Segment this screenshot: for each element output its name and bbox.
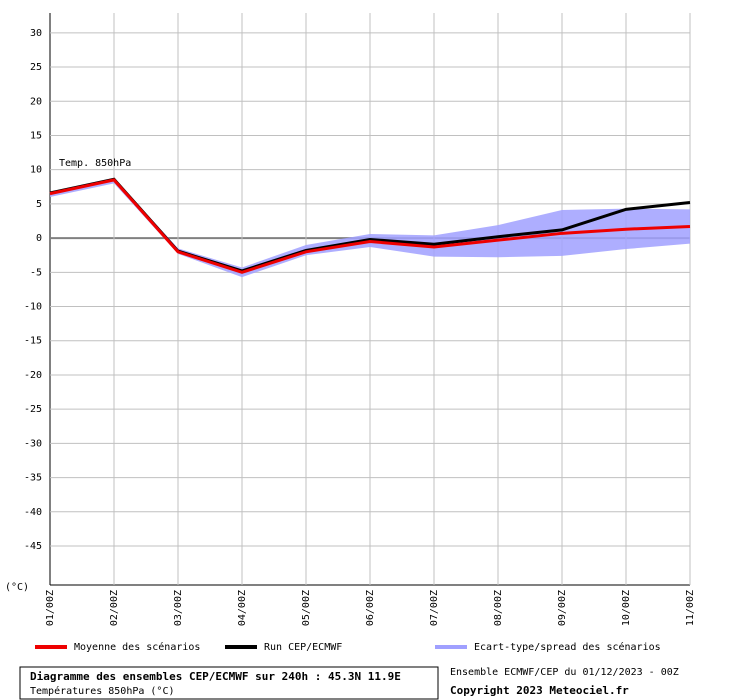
- series-line: [49, 178, 691, 274]
- footer-title: Diagramme des ensembles CEP/ECMWF sur 24…: [30, 670, 401, 683]
- x-tick-label: 08/00Z: [493, 590, 504, 626]
- spread-band: [50, 177, 690, 278]
- y-tick-label: -45: [24, 541, 42, 552]
- x-tick-label: 03/00Z: [173, 590, 184, 626]
- y-tick-label: -10: [24, 302, 42, 313]
- y-tick-label: -40: [24, 507, 42, 518]
- x-tick-label: 10/00Z: [621, 590, 632, 626]
- y-tick-label: 30: [30, 28, 42, 39]
- y-tick-label: 15: [30, 130, 42, 141]
- footer-run: Ensemble ECMWF/CEP du 01/12/2023 - 00Z: [450, 667, 679, 678]
- footer-subtitle: Températures 850hPa (°C): [30, 685, 175, 697]
- y-tick-label: 25: [30, 62, 42, 73]
- legend-label: Ecart-type/spread des scénarios: [474, 641, 661, 653]
- footer-copyright: Copyright 2023 Meteociel.fr: [450, 684, 629, 697]
- y-tick-label: 10: [30, 165, 42, 176]
- x-tick-label: 04/00Z: [237, 590, 248, 626]
- x-tick-label: 09/00Z: [557, 590, 568, 626]
- y-tick-label: -35: [24, 473, 42, 484]
- y-tick-label: -20: [24, 370, 42, 381]
- footer-box: [19, 666, 439, 700]
- legend-label: Moyenne des scénarios: [74, 641, 200, 653]
- x-tick-label: 07/00Z: [429, 590, 440, 626]
- y-tick-label: -5: [30, 267, 42, 278]
- y-tick-label: -25: [24, 404, 42, 415]
- y-tick-label: 20: [30, 96, 42, 107]
- annotation: Temp. 850hPa: [59, 158, 131, 169]
- legend-label: Run CEP/ECMWF: [264, 642, 342, 653]
- x-tick-label: 05/00Z: [301, 590, 312, 626]
- x-tick-label: 06/00Z: [365, 590, 376, 626]
- y-tick-label: -15: [24, 336, 42, 347]
- x-tick-label: 11/00Z: [685, 590, 696, 626]
- y-tick-label: 0: [36, 233, 42, 244]
- y-tick-label: -30: [24, 438, 42, 449]
- y-tick-label: 5: [36, 199, 42, 210]
- x-tick-label: 01/00Z: [45, 590, 56, 626]
- y-label: (°C): [5, 582, 29, 593]
- x-tick-label: 02/00Z: [109, 590, 120, 626]
